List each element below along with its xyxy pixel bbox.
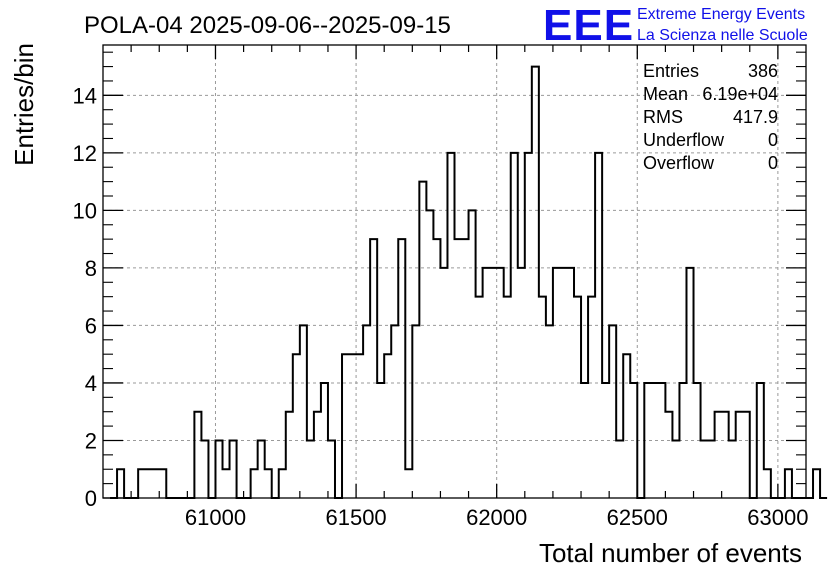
x-tick-label: 61000 bbox=[185, 505, 246, 530]
stats-mean-label: Mean bbox=[643, 84, 688, 104]
stats-rms-value: 417.9 bbox=[733, 107, 778, 127]
stats-entries-value: 386 bbox=[748, 61, 778, 81]
x-tick-label: 62000 bbox=[466, 505, 527, 530]
y-tick-label: 2 bbox=[85, 428, 97, 453]
y-tick-label: 8 bbox=[85, 256, 97, 281]
logo-line-2: La Scienza nelle Scuole bbox=[637, 27, 808, 44]
x-axis-label: Total number of events bbox=[539, 538, 802, 568]
y-tick-label: 12 bbox=[73, 141, 97, 166]
plot-frame bbox=[102, 44, 807, 499]
y-axis-label: Entries/bin bbox=[9, 43, 39, 166]
x-tick-label: 63000 bbox=[747, 505, 808, 530]
y-tick-label: 10 bbox=[73, 198, 97, 223]
logo-line-1: Extreme Energy Events bbox=[637, 6, 805, 23]
y-tick-label: 6 bbox=[85, 313, 97, 338]
stats-box: Entries 386 Mean 6.19e+04 RMS 417.9 Unde… bbox=[643, 61, 778, 173]
x-tick-label: 61500 bbox=[325, 505, 386, 530]
x-tick-label: 62500 bbox=[607, 505, 668, 530]
axes: 61000 61500 62000 62500 63000 0 2 4 6 8 10 12 14 bbox=[73, 45, 808, 530]
stats-overflow-value: 0 bbox=[768, 153, 778, 173]
chart-title: POLA-04 2025-09-06--2025-09-15 bbox=[84, 12, 451, 39]
stats-entries-label: Entries bbox=[643, 61, 699, 81]
stats-underflow-value: 0 bbox=[768, 130, 778, 150]
y-tick-label: 4 bbox=[85, 371, 97, 396]
y-tick-label: 14 bbox=[73, 83, 97, 108]
stats-mean-value: 6.19e+04 bbox=[702, 84, 778, 104]
eee-logo: EEE bbox=[543, 1, 634, 50]
stats-overflow-label: Overflow bbox=[643, 153, 715, 173]
stats-rms-label: RMS bbox=[643, 107, 683, 127]
y-tick-label: 0 bbox=[85, 486, 97, 511]
stats-underflow-label: Underflow bbox=[643, 130, 725, 150]
